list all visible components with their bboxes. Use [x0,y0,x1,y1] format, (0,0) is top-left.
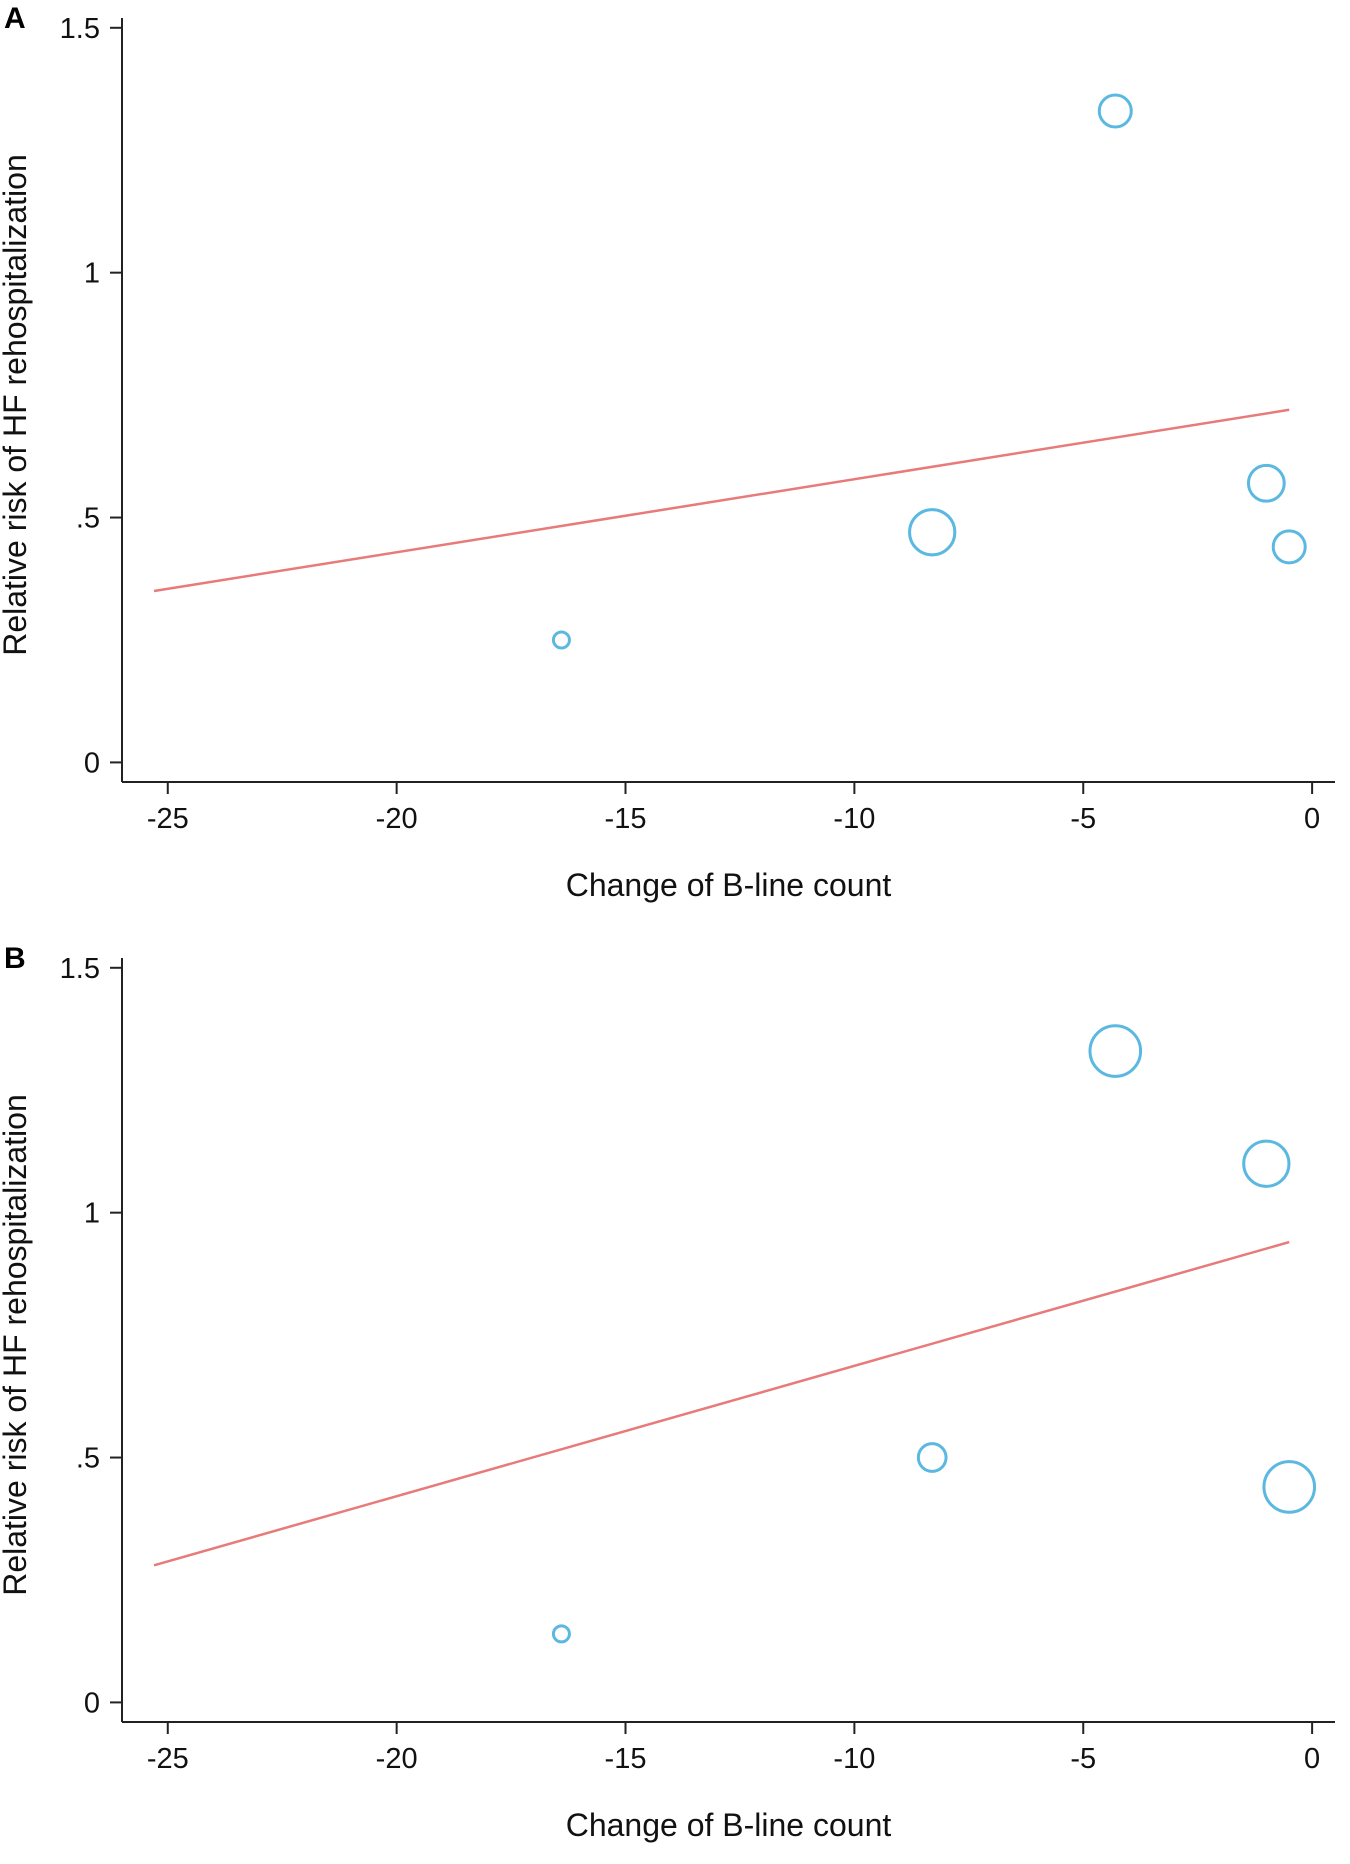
x-tick-label: -20 [376,803,418,835]
chart-b-canvas: B 0 .5 1 1.5 -25 -20 -15 -10 -5 0 Change of B-line … [0,942,1335,1843]
x-tick-label: 0 [1304,803,1320,835]
y-axis-title: Relative risk of HF rehospitalization [0,1094,33,1596]
data-point-bubble [908,508,957,557]
chart-panel-b: B 0 .5 1 1.5 -25 -20 -15 -10 -5 0 Change of B-line … [0,940,1350,1864]
y-tick-label: .5 [76,503,100,535]
y-tick-label: 0 [84,747,100,779]
x-tick-label: -20 [376,1743,418,1775]
data-point-bubble [1246,463,1286,503]
y-tick-label: 1.5 [60,13,100,45]
regression-line [153,408,1290,593]
chart-a-canvas: A 0 .5 1 1.5 -25 -20 -15 -10 -5 0 Change of B-line … [0,2,1335,903]
data-point-bubble [916,1442,948,1473]
regression-line [153,1240,1290,1567]
x-tick-label: -5 [1070,803,1096,835]
chart-panel-a: A 0 .5 1 1.5 -25 -20 -15 -10 -5 0 Change of B-line … [0,0,1350,930]
x-tick-label: -15 [605,803,647,835]
x-tick-label: -5 [1070,1743,1096,1775]
x-tick-label: -25 [147,803,189,835]
data-point-bubble [1097,93,1133,129]
panel-label: A [4,2,26,35]
x-tick-label: 0 [1304,1743,1320,1775]
x-axis-title: Change of B-line count [566,867,892,903]
x-axis-title: Change of B-line count [566,1807,892,1843]
y-tick-label: 1 [84,1198,100,1230]
y-tick-label: 1 [84,258,100,290]
data-point-bubble [551,630,571,650]
y-tick-label: .5 [76,1443,100,1475]
x-tick-label: -15 [605,1743,647,1775]
data-point-bubble [1271,529,1307,565]
panel-label: B [4,942,26,975]
x-tick-label: -10 [833,1743,875,1775]
y-tick-label: 1.5 [60,953,100,985]
x-tick-label: -10 [833,803,875,835]
data-point-bubble [551,1624,571,1644]
y-tick-label: 0 [84,1687,100,1719]
x-tick-label: -25 [147,1743,189,1775]
data-point-bubble [1262,1460,1317,1514]
data-point-bubble [1242,1139,1291,1188]
y-axis-title: Relative risk of HF rehospitalization [0,154,33,656]
data-point-bubble [1088,1024,1143,1078]
